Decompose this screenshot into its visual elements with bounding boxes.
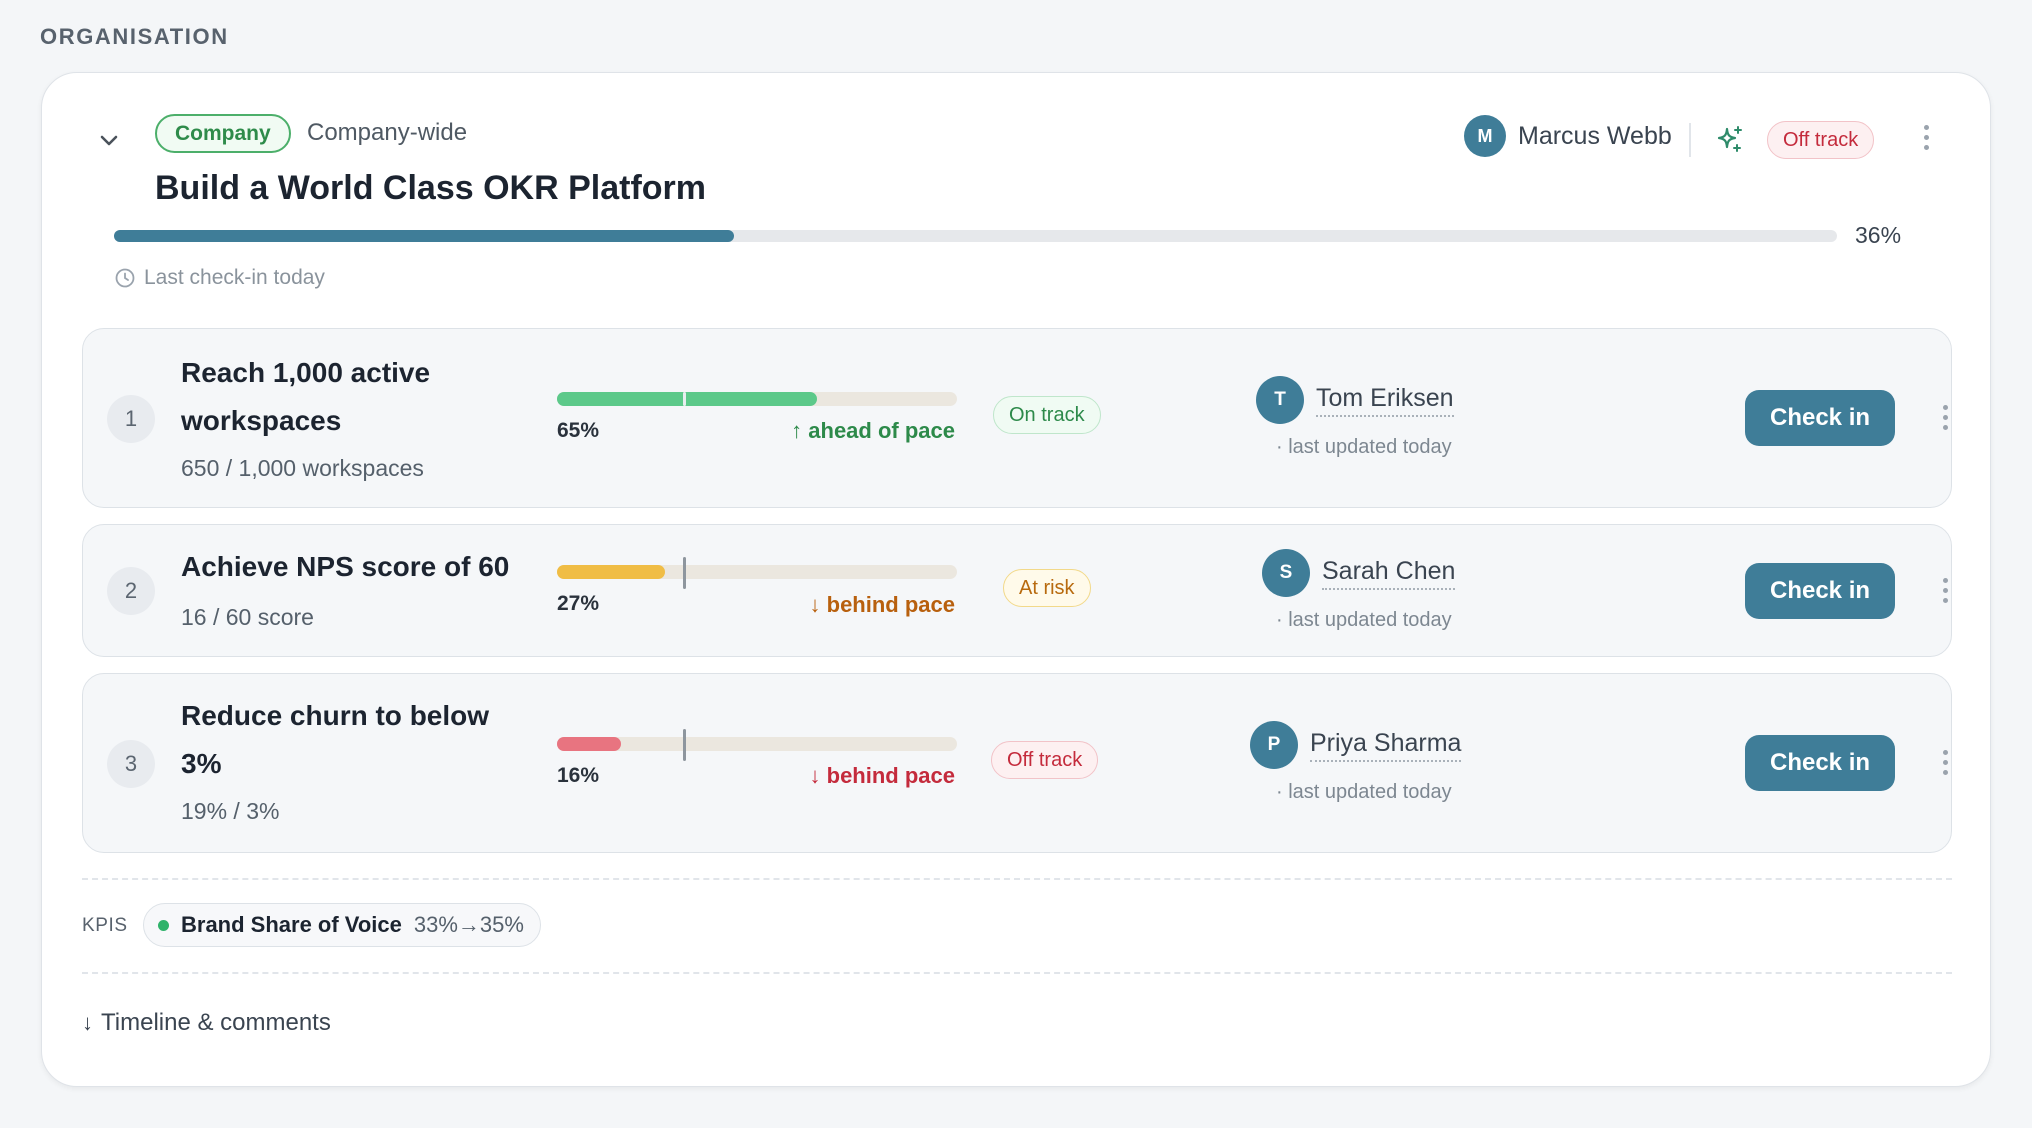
avatar: T (1256, 376, 1304, 424)
kr-title[interactable]: Reach 1,000 active workspaces (181, 357, 431, 436)
kr-owner-name: Sarah Chen (1322, 557, 1456, 590)
kr-owner-name: Priya Sharma (1310, 729, 1462, 762)
kr-subtitle: 16 / 60 score (181, 604, 314, 630)
divider (82, 972, 1952, 974)
kpis-label: KPIS (82, 915, 128, 936)
pace-marker (683, 729, 686, 761)
pace-marker (683, 392, 686, 406)
kr-owner[interactable]: T Tom Eriksen (1256, 376, 1454, 424)
objective-level-tag: Company (155, 114, 291, 153)
more-vertical-icon[interactable] (1914, 125, 1938, 150)
kr-progress-label: 16% (557, 764, 600, 787)
kpi-value: 33%→35% (413, 912, 524, 937)
objective-progress-bar (114, 230, 1837, 242)
check-in-button[interactable]: Check in (1745, 735, 1895, 791)
more-vertical-icon[interactable] (1933, 578, 1957, 603)
kr-owner-name: Tom Eriksen (1316, 384, 1454, 417)
pace-marker (683, 557, 686, 589)
avatar: M (1464, 115, 1506, 157)
kpi-chip[interactable]: Brand Share of Voice 33%→35% (143, 903, 541, 947)
more-vertical-icon[interactable] (1933, 405, 1957, 430)
objective-progress-fill (114, 230, 735, 242)
arrow-down-icon: ↓ (82, 1010, 93, 1035)
kr-progress-label: 27% (557, 592, 600, 615)
last-checkin: Last check-in today (114, 266, 325, 290)
kr-progress-fill (557, 737, 621, 751)
kr-number: 2 (107, 567, 155, 615)
key-result-row: 2 Achieve NPS score of 60 16 / 60 score … (82, 524, 1952, 657)
timeline-toggle[interactable]: ↓ Timeline & comments (82, 1009, 331, 1037)
status-dot (158, 919, 169, 931)
kr-progress-bar (557, 557, 957, 589)
kr-progress-label: 65% (557, 419, 600, 442)
kr-title[interactable]: Achieve NPS score of 60 (181, 551, 510, 582)
kr-updated: · last updated today (1276, 609, 1452, 631)
more-vertical-icon[interactable] (1933, 750, 1957, 775)
kr-updated: · last updated today (1276, 436, 1452, 458)
kr-title[interactable]: Reduce churn to below 3% (181, 700, 490, 779)
last-checkin-text: Last check-in today (144, 266, 325, 289)
objective-scope: Company-wide (307, 119, 468, 146)
kr-status-badge: On track (993, 396, 1101, 434)
key-result-row: 3 Reduce churn to below 3% 19% / 3% 16% … (82, 673, 1952, 853)
avatar: S (1262, 549, 1310, 597)
kr-pace: ↑ ahead of pace (791, 418, 955, 443)
kr-pace: ↓ behind pace (809, 592, 955, 617)
sparkle-icon[interactable] (1712, 123, 1746, 157)
objective-title[interactable]: Build a World Class OKR Platform (155, 169, 707, 207)
kr-updated: · last updated today (1276, 781, 1452, 803)
check-in-button[interactable]: Check in (1745, 563, 1895, 619)
divider (82, 878, 1952, 880)
divider (1689, 123, 1691, 157)
kr-number: 1 (107, 395, 155, 443)
kr-pace: ↓ behind pace (809, 763, 955, 788)
kpi-name: Brand Share of Voice (181, 912, 402, 937)
section-label: ORGANISATION (40, 24, 229, 49)
kr-progress-fill (557, 392, 817, 406)
kr-subtitle: 19% / 3% (181, 798, 280, 824)
kr-status-badge: At risk (1003, 569, 1091, 607)
kr-subtitle: 650 / 1,000 workspaces (181, 455, 424, 481)
objective-card: Company Company-wide Build a World Class… (41, 72, 1991, 1087)
kr-progress-bar (557, 729, 957, 761)
kr-owner[interactable]: S Sarah Chen (1262, 549, 1456, 597)
kr-status-badge: Off track (991, 741, 1099, 779)
clock-icon (115, 268, 135, 288)
kr-number: 3 (107, 740, 155, 788)
objective-status-badge: Off track (1767, 121, 1875, 159)
objective-progress-label: 36% (1855, 222, 1902, 248)
key-result-row: 1 Reach 1,000 active workspaces 650 / 1,… (82, 328, 1952, 508)
timeline-label: Timeline & comments (101, 1009, 331, 1036)
kr-progress-fill (557, 565, 665, 579)
kr-progress-bar (557, 392, 957, 406)
objective-owner[interactable]: M Marcus Webb (1464, 115, 1672, 157)
kr-owner[interactable]: P Priya Sharma (1250, 721, 1462, 769)
avatar: P (1250, 721, 1298, 769)
owner-name: Marcus Webb (1518, 121, 1672, 150)
check-in-button[interactable]: Check in (1745, 390, 1895, 446)
chevron-down-icon[interactable] (94, 125, 124, 155)
